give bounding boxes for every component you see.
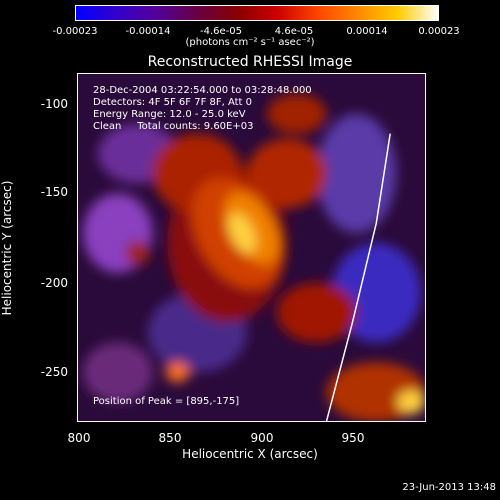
colorbar-tick: -4.6e-05 xyxy=(200,26,242,37)
colorbar-tick: 0.00023 xyxy=(418,26,460,37)
detectors-text: Detectors: 4F 5F 6F 7F 8F, Att 0 xyxy=(93,97,253,108)
energy-range-text: Energy Range: 12.0 - 25.0 keV xyxy=(93,109,246,120)
y-tick: -200 xyxy=(40,276,68,290)
plot-title: Reconstructed RHESSI Image xyxy=(147,54,353,70)
solar-limb-line xyxy=(325,133,391,421)
colorbar xyxy=(75,5,439,21)
observation-info: 28-Dec-2004 03:22:54.000 to 03:28:48.000… xyxy=(93,85,312,133)
x-tick: 900 xyxy=(250,431,274,445)
colorbar-tick: -0.00023 xyxy=(52,26,98,37)
y-axis-label: Heliocentric Y (arcsec) xyxy=(0,180,14,316)
x-tick: 950 xyxy=(341,431,365,445)
y-tick: -250 xyxy=(40,365,68,379)
peak-position-label: Position of Peak = [895,-175] xyxy=(93,396,240,407)
rhessi-image-plot xyxy=(77,73,426,422)
colorbar-unit-label: (photons cm⁻² s⁻¹ asec⁻²) xyxy=(185,37,315,48)
colorbar-tick: -0.00014 xyxy=(125,26,171,37)
timestamp: 23-Jun-2013 13:48 xyxy=(402,482,496,493)
x-axis-label: Heliocentric X (arcsec) xyxy=(182,447,318,461)
rhessi-heatmap xyxy=(78,74,425,421)
clean-counts-text: Clean Total counts: 9.60E+03 xyxy=(93,121,254,132)
x-tick: 850 xyxy=(158,431,182,445)
time-range-text: 28-Dec-2004 03:22:54.000 to 03:28:48.000 xyxy=(93,85,312,96)
y-tick: -150 xyxy=(40,185,68,199)
y-tick: -100 xyxy=(40,97,68,111)
colorbar-tick: 0.00014 xyxy=(346,26,388,37)
colorbar-tick: 4.6e-05 xyxy=(274,26,314,37)
x-tick: 800 xyxy=(67,431,91,445)
